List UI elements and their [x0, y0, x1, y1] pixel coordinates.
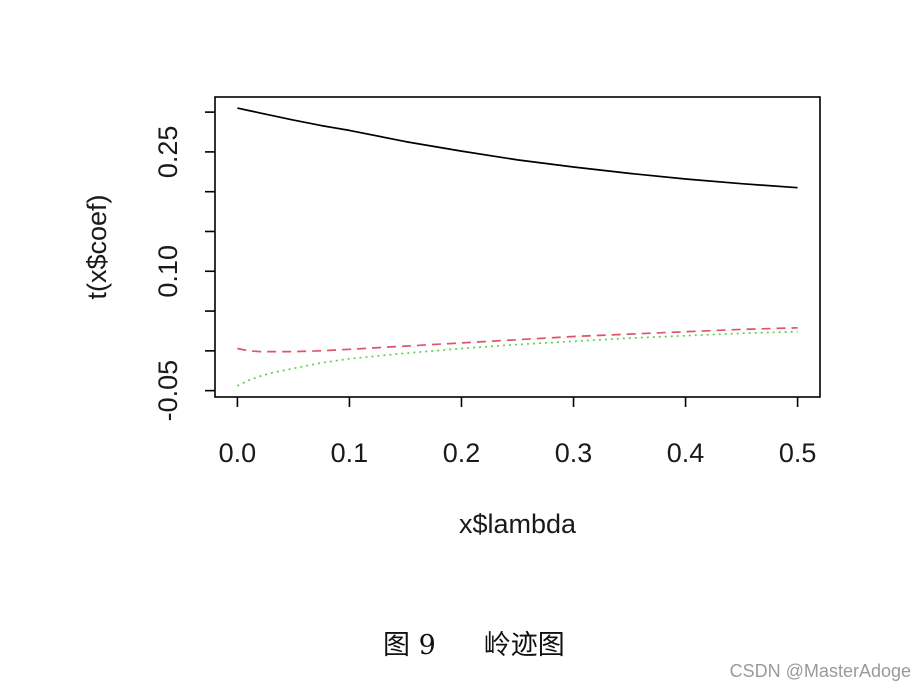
series-line-1: [237, 107, 798, 189]
x-tick-label: 0.4: [667, 438, 705, 468]
caption-title: 岭迹图: [483, 629, 565, 661]
y-axis: -0.05 0.10 0.25: [153, 111, 215, 422]
x-tick-label: 0.3: [555, 438, 593, 468]
y-tick-label: 0.25: [153, 126, 183, 179]
plot-frame: [214, 96, 821, 398]
x-axis-title: x$lambda: [459, 509, 577, 539]
series-line-3: [237, 330, 798, 387]
x-tick-label: 0.2: [443, 438, 481, 468]
x-tick-label: 0.5: [779, 438, 817, 468]
y-tick-label: 0.10: [153, 245, 183, 298]
series-layer: [237, 107, 798, 387]
y-tick-label: -0.05: [153, 360, 183, 422]
x-tick-label: 0.1: [331, 438, 369, 468]
y-axis-title: t(x$coef): [82, 194, 112, 299]
x-tick-label: 0.0: [219, 438, 257, 468]
figure-caption: 图 9 岭迹图: [383, 624, 565, 661]
series-line-2: [237, 326, 798, 353]
caption-label: 图 9: [383, 629, 436, 661]
watermark: CSDN @MasterAdoge: [729, 661, 911, 681]
x-axis: 0.0 0.1 0.2 0.3 0.4 0.5: [219, 397, 817, 468]
